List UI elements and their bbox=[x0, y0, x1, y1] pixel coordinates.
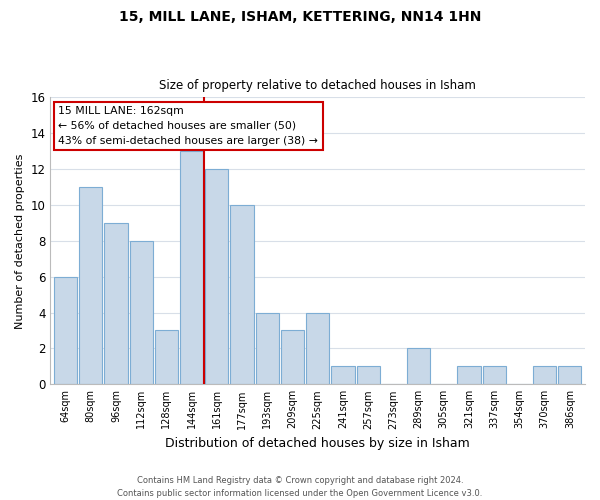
Bar bbox=[230, 205, 254, 384]
Text: Contains HM Land Registry data © Crown copyright and database right 2024.
Contai: Contains HM Land Registry data © Crown c… bbox=[118, 476, 482, 498]
Text: 15, MILL LANE, ISHAM, KETTERING, NN14 1HN: 15, MILL LANE, ISHAM, KETTERING, NN14 1H… bbox=[119, 10, 481, 24]
Bar bbox=[407, 348, 430, 384]
Bar bbox=[205, 169, 229, 384]
Bar bbox=[331, 366, 355, 384]
Bar bbox=[558, 366, 581, 384]
Text: 15 MILL LANE: 162sqm
← 56% of detached houses are smaller (50)
43% of semi-detac: 15 MILL LANE: 162sqm ← 56% of detached h… bbox=[58, 106, 319, 146]
Bar bbox=[533, 366, 556, 384]
Bar bbox=[79, 187, 103, 384]
Bar bbox=[356, 366, 380, 384]
Bar bbox=[130, 241, 153, 384]
Bar bbox=[256, 312, 279, 384]
Bar bbox=[482, 366, 506, 384]
X-axis label: Distribution of detached houses by size in Isham: Distribution of detached houses by size … bbox=[166, 437, 470, 450]
Bar bbox=[306, 312, 329, 384]
Bar bbox=[54, 276, 77, 384]
Bar bbox=[155, 330, 178, 384]
Y-axis label: Number of detached properties: Number of detached properties bbox=[15, 153, 25, 328]
Title: Size of property relative to detached houses in Isham: Size of property relative to detached ho… bbox=[159, 79, 476, 92]
Bar bbox=[281, 330, 304, 384]
Bar bbox=[180, 151, 203, 384]
Bar bbox=[457, 366, 481, 384]
Bar bbox=[104, 223, 128, 384]
